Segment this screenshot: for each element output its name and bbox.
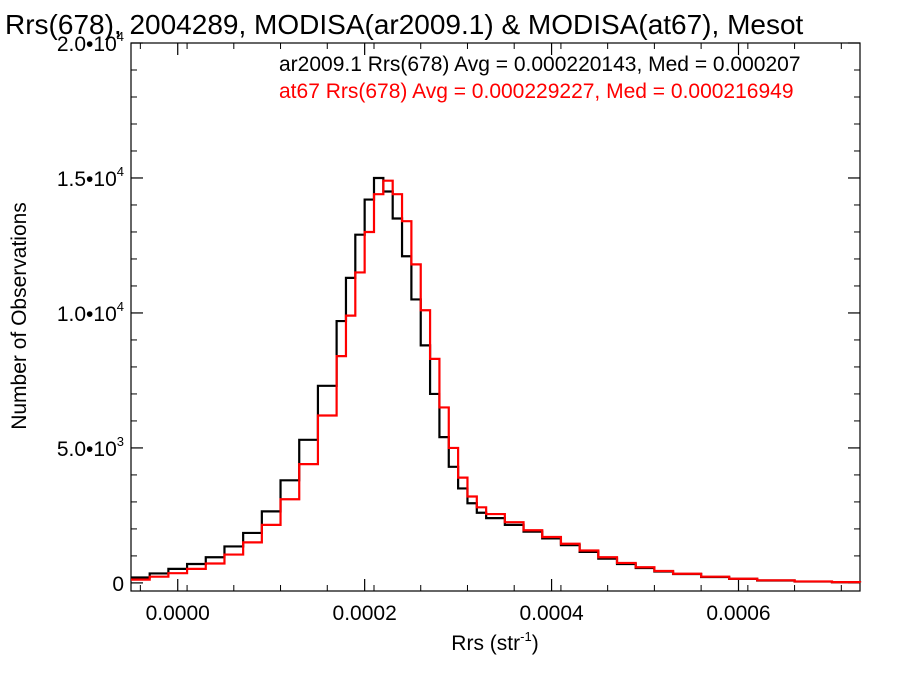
legend: ar2009.1 Rrs(678) Avg = 0.000220143, Med… <box>279 53 801 103</box>
x-tick-label: 0.0000 <box>146 602 210 625</box>
series-line-1 <box>131 179 862 584</box>
y-tick-label: 0 <box>112 573 124 596</box>
y-tick-exponent: 3 <box>117 434 124 449</box>
y-tick-mantissa: 0 <box>112 573 124 596</box>
y-axis-label: Number of Observations <box>8 202 31 430</box>
y-tick-mantissa: 1.5•10 <box>57 168 117 191</box>
y-tick-mantissa: 2.0•10 <box>57 33 117 56</box>
y-tick-label: 2.0•104 <box>57 29 124 56</box>
x-axis-label: Rrs (str-1) <box>451 629 538 655</box>
plot-area <box>130 42 861 592</box>
x-axis-label-exponent: -1 <box>520 629 532 644</box>
legend-entry: at67 Rrs(678) Avg = 0.000229227, Med = 0… <box>279 80 794 103</box>
x-axis: 0.0000 0.0002 0.0004 0.0006 <box>139 43 842 625</box>
x-axis-label-close: ) <box>532 632 539 655</box>
chart-title: Rrs(678), 2004289, MODISA(ar2009.1) & MO… <box>5 9 804 40</box>
y-tick-mantissa: 1.0•10 <box>57 303 117 326</box>
legend-entry: ar2009.1 Rrs(678) Avg = 0.000220143, Med… <box>279 53 801 76</box>
y-tick-mantissa: 5.0•10 <box>57 438 117 461</box>
x-tick-label: 0.0004 <box>519 602 584 625</box>
x-axis-label-main: Rrs (str <box>451 632 520 655</box>
y-tick-label: 5.0•103 <box>57 434 124 461</box>
x-tick-label: 0.0006 <box>706 602 770 625</box>
y-tick-label: 1.5•104 <box>57 164 124 191</box>
y-tick-exponent: 4 <box>117 164 124 179</box>
x-tick-label: 0.0002 <box>333 602 397 625</box>
series-layer <box>131 176 862 584</box>
y-tick-exponent: 4 <box>117 29 124 44</box>
plot-frame <box>130 42 861 592</box>
y-tick-label: 1.0•104 <box>57 299 124 326</box>
y-tick-exponent: 4 <box>117 299 124 314</box>
